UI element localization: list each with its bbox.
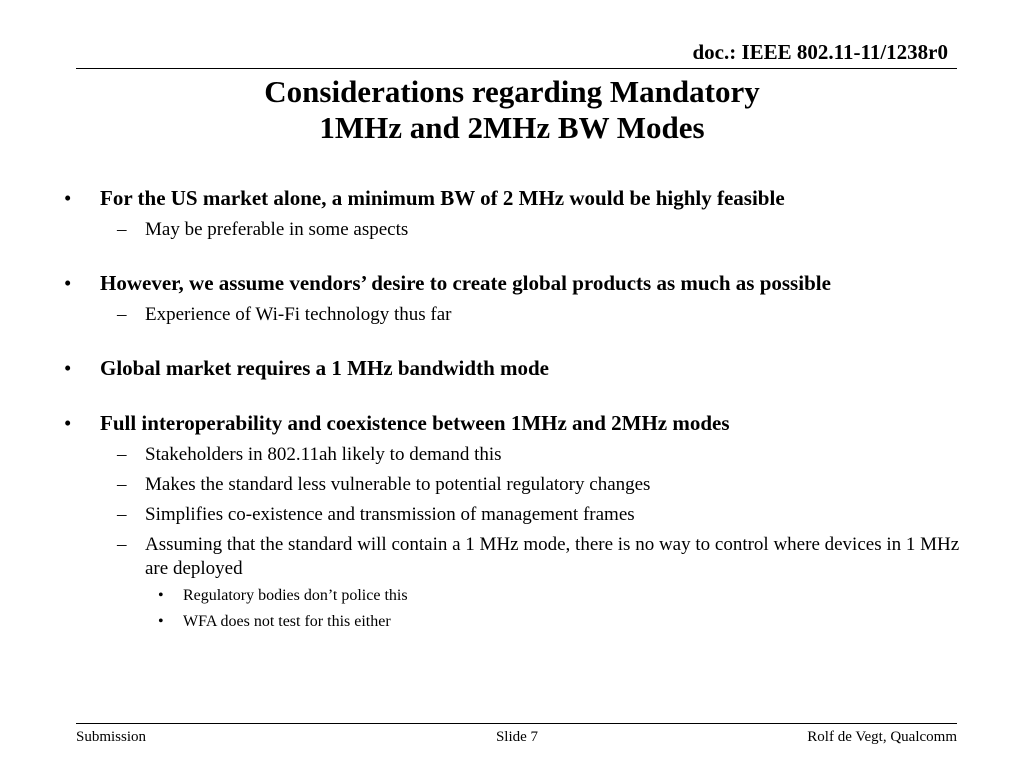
bullet-item: • Global market requires a 1 MHz bandwid… — [64, 355, 964, 382]
footer-author: Rolf de Vegt, Qualcomm — [807, 729, 957, 745]
sub-sub-bullet-text: WFA does not test for this either — [183, 613, 391, 630]
bullet-item: • Full interoperability and coexistence … — [64, 410, 964, 437]
sub-bullet-text: May be preferable in some aspects — [145, 219, 409, 240]
bullet-icon: • — [64, 411, 72, 435]
slide-title-line-1: Considerations regarding Mandatory — [264, 74, 760, 109]
sub-sub-bullet-item: • WFA does not test for this either — [64, 611, 964, 633]
sub-bullet-text: Simplifies co-existence and transmission… — [145, 504, 635, 525]
sub-bullet-text: Experience of Wi-Fi technology thus far — [145, 304, 452, 325]
header-divider — [76, 68, 957, 69]
bullet-text: Global market requires a 1 MHz bandwidth… — [100, 356, 549, 380]
bullet-icon: • — [158, 613, 164, 630]
slide-content: • For the US market alone, a minimum BW … — [64, 185, 964, 633]
dash-icon: – — [117, 304, 127, 325]
dash-icon: – — [117, 219, 127, 240]
document-id: doc.: IEEE 802.11-11/1238r0 — [692, 40, 948, 64]
bullet-icon: • — [158, 587, 164, 604]
sub-bullet-item: – May be preferable in some aspects — [64, 218, 964, 242]
sub-bullet-text: Assuming that the standard will contain … — [145, 534, 960, 579]
footer-submission: Submission — [76, 729, 147, 745]
sub-bullet-item: – Makes the standard less vulnerable to … — [64, 473, 964, 497]
dash-icon: – — [117, 474, 127, 495]
bullet-item: • However, we assume vendors’ desire to … — [64, 270, 964, 297]
sub-sub-bullet-text: Regulatory bodies don’t police this — [183, 587, 408, 604]
sub-bullet-item: – Stakeholders in 802.11ah likely to dem… — [64, 443, 964, 467]
sub-bullet-item: – Experience of Wi-Fi technology thus fa… — [64, 303, 964, 327]
bullet-text: However, we assume vendors’ desire to cr… — [100, 271, 831, 295]
footer-divider — [76, 723, 957, 724]
dash-icon: – — [117, 504, 127, 525]
sub-sub-bullet-item: • Regulatory bodies don’t police this — [64, 585, 964, 607]
dash-icon: – — [117, 534, 127, 555]
slide-title: Considerations regarding Mandatory 1MHz … — [0, 74, 1024, 146]
sub-bullet-text: Makes the standard less vulnerable to po… — [145, 474, 651, 495]
bullet-text: For the US market alone, a minimum BW of… — [100, 186, 785, 210]
bullet-icon: • — [64, 271, 72, 295]
bullet-icon: • — [64, 356, 72, 380]
bullet-item: • For the US market alone, a minimum BW … — [64, 185, 964, 212]
sub-bullet-item: – Assuming that the standard will contai… — [64, 533, 964, 581]
dash-icon: – — [117, 444, 127, 465]
slide-title-line-2: 1MHz and 2MHz BW Modes — [319, 110, 705, 145]
bullet-icon: • — [64, 186, 72, 210]
sub-bullet-item: – Simplifies co-existence and transmissi… — [64, 503, 964, 527]
sub-bullet-text: Stakeholders in 802.11ah likely to deman… — [145, 444, 502, 465]
footer-slide-number: Slide 7 — [495, 729, 539, 745]
bullet-text: Full interoperability and coexistence be… — [100, 411, 730, 435]
